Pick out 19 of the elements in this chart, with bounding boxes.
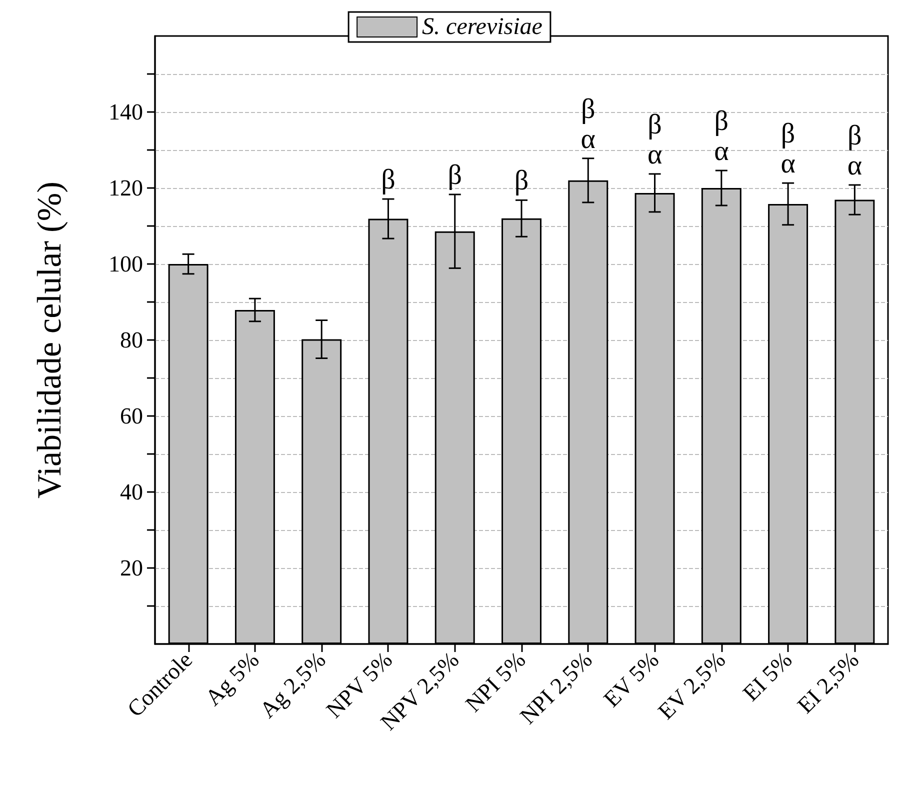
data-label: β α bbox=[647, 109, 662, 170]
x-tick-label: EI 5% bbox=[738, 647, 797, 706]
y-axis-title: Viabilidade celular (%) bbox=[32, 181, 68, 499]
data-label: β α bbox=[847, 120, 862, 182]
y-tick-label: 100 bbox=[108, 252, 143, 276]
y-tick-label: 60 bbox=[120, 404, 143, 428]
data-label: β bbox=[448, 160, 462, 191]
data-label: β bbox=[381, 164, 396, 196]
y-tick-label: 40 bbox=[120, 480, 143, 504]
data-label: β α bbox=[714, 106, 730, 168]
y-tick-label: 20 bbox=[120, 556, 143, 580]
data-label: β α bbox=[780, 118, 796, 180]
data-label: β α bbox=[580, 94, 596, 155]
y-tick-label: 80 bbox=[120, 328, 143, 352]
y-tick-label: 120 bbox=[108, 176, 143, 200]
data-label: β bbox=[514, 166, 529, 197]
x-tick-label: Ag 5% bbox=[200, 647, 264, 710]
y-tick-label: 140 bbox=[108, 100, 143, 124]
legend-label: S. cerevisiae bbox=[422, 14, 543, 40]
